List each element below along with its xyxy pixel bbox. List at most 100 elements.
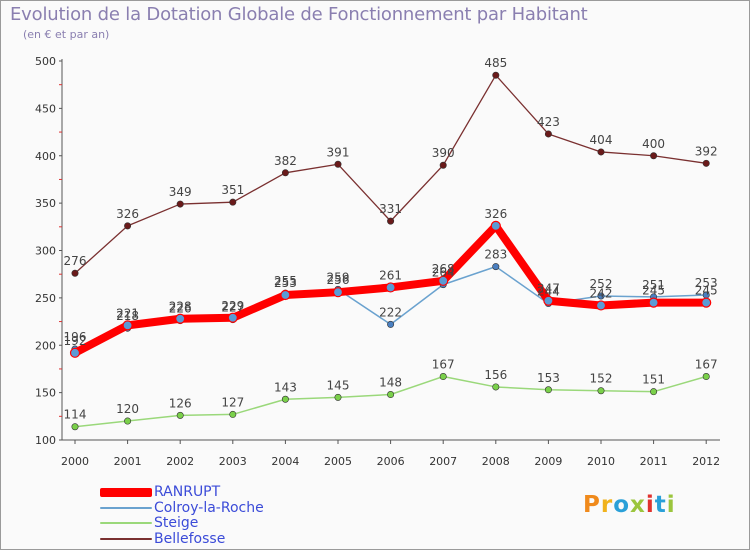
data-label: 152 — [590, 372, 613, 386]
data-point — [702, 373, 710, 381]
data-label: 226 — [169, 302, 192, 316]
x-tick-label: 2001 — [114, 455, 142, 468]
data-label: 268 — [432, 262, 455, 276]
data-label: 382 — [274, 154, 297, 168]
data-label: 253 — [274, 276, 297, 290]
data-label: 283 — [484, 248, 507, 262]
data-point — [597, 387, 605, 395]
data-label: 247 — [537, 282, 560, 296]
legend-swatch-steige — [100, 522, 152, 524]
data-label: 156 — [484, 368, 507, 382]
data-point — [334, 393, 342, 401]
data-label: 145 — [327, 378, 350, 392]
data-label: 256 — [327, 273, 350, 287]
logo-letter: P — [583, 492, 601, 518]
data-label: 423 — [537, 115, 560, 129]
data-label: 245 — [695, 284, 718, 298]
series-line-bellefosse — [74, 74, 707, 274]
data-point — [544, 386, 552, 394]
data-point — [702, 159, 710, 167]
data-label: 153 — [537, 371, 560, 385]
data-label: 253 — [695, 276, 718, 290]
data-label: 229 — [221, 299, 244, 313]
data-point — [701, 297, 712, 308]
data-label: 196 — [64, 330, 87, 344]
data-label: 400 — [642, 137, 665, 151]
data-point — [595, 300, 607, 311]
data-point — [387, 217, 395, 225]
data-point — [543, 295, 554, 306]
legend-label-steige: Steige — [154, 515, 199, 531]
x-tick-label: 2009 — [534, 455, 562, 468]
y-tick-label: 400 — [35, 150, 56, 163]
data-point — [176, 200, 184, 208]
data-point — [438, 275, 449, 286]
legend-label-ranrupt: RANRUPT — [154, 484, 221, 500]
data-point — [280, 289, 291, 301]
x-tick-label: 2010 — [587, 455, 615, 468]
data-point — [229, 198, 237, 206]
data-point — [544, 130, 552, 138]
chart-subtitle: (en € et par an) — [23, 28, 110, 41]
data-label: 218 — [116, 309, 139, 323]
data-point — [176, 411, 184, 419]
data-point — [387, 391, 395, 399]
data-label: 222 — [379, 305, 402, 319]
data-point — [281, 169, 289, 177]
data-point — [439, 161, 447, 169]
data-point — [71, 423, 79, 431]
data-point — [332, 287, 344, 298]
logo-letter: i — [645, 492, 655, 518]
data-label: 228 — [169, 300, 192, 314]
data-label: 276 — [64, 254, 87, 268]
data-label: 264 — [432, 266, 455, 280]
data-label: 126 — [169, 396, 192, 410]
data-point — [490, 220, 501, 231]
legend-swatch-bellefosse — [100, 538, 152, 540]
data-point — [650, 388, 658, 396]
x-tick-label: 2005 — [324, 455, 352, 468]
data-point — [124, 417, 132, 425]
data-point — [281, 395, 289, 403]
x-tick-label: 2008 — [482, 455, 510, 468]
y-tick-label: 200 — [35, 339, 56, 352]
x-tick-label: 2007 — [429, 455, 457, 468]
data-label: 326 — [484, 207, 507, 221]
x-tick-label: 2000 — [61, 455, 89, 468]
data-label: 244 — [537, 285, 560, 299]
data-label: 148 — [379, 376, 402, 390]
data-label: 227 — [221, 301, 244, 315]
y-tick-label: 150 — [35, 387, 56, 400]
x-tick-label: 2006 — [377, 455, 405, 468]
data-label: 255 — [274, 274, 297, 288]
data-point — [334, 160, 342, 168]
data-point — [597, 292, 605, 300]
legend-swatch-ranrupt — [100, 487, 152, 497]
data-point — [492, 383, 500, 391]
data-label: 127 — [221, 395, 244, 409]
data-label: 404 — [590, 133, 613, 147]
legend-swatch-colroy-la-roche — [100, 507, 152, 509]
y-tick-label: 450 — [35, 102, 56, 115]
x-tick-label: 2002 — [166, 455, 194, 468]
data-label: 167 — [432, 358, 455, 372]
legend-label-colroy-la-roche: Colroy-la-Roche — [154, 500, 264, 516]
data-label: 192 — [64, 334, 87, 348]
data-point — [492, 263, 500, 271]
x-tick-label: 2011 — [640, 455, 668, 468]
logo-letter: o — [613, 492, 631, 518]
logo-letter: r — [600, 492, 614, 518]
data-label: 221 — [116, 306, 139, 320]
legend-item-steige: Steige — [100, 515, 198, 531]
data-label: 392 — [695, 144, 718, 158]
logo-letter: x — [630, 492, 646, 518]
data-label: 331 — [379, 202, 402, 216]
data-label: 326 — [116, 207, 139, 221]
data-label: 261 — [379, 268, 402, 282]
data-point — [229, 410, 237, 418]
data-point — [122, 320, 133, 331]
data-label: 252 — [590, 277, 613, 291]
chart-title: Evolution de la Dotation Globale de Fonc… — [10, 4, 588, 25]
legend-item-bellefosse: Bellefosse — [100, 531, 225, 547]
